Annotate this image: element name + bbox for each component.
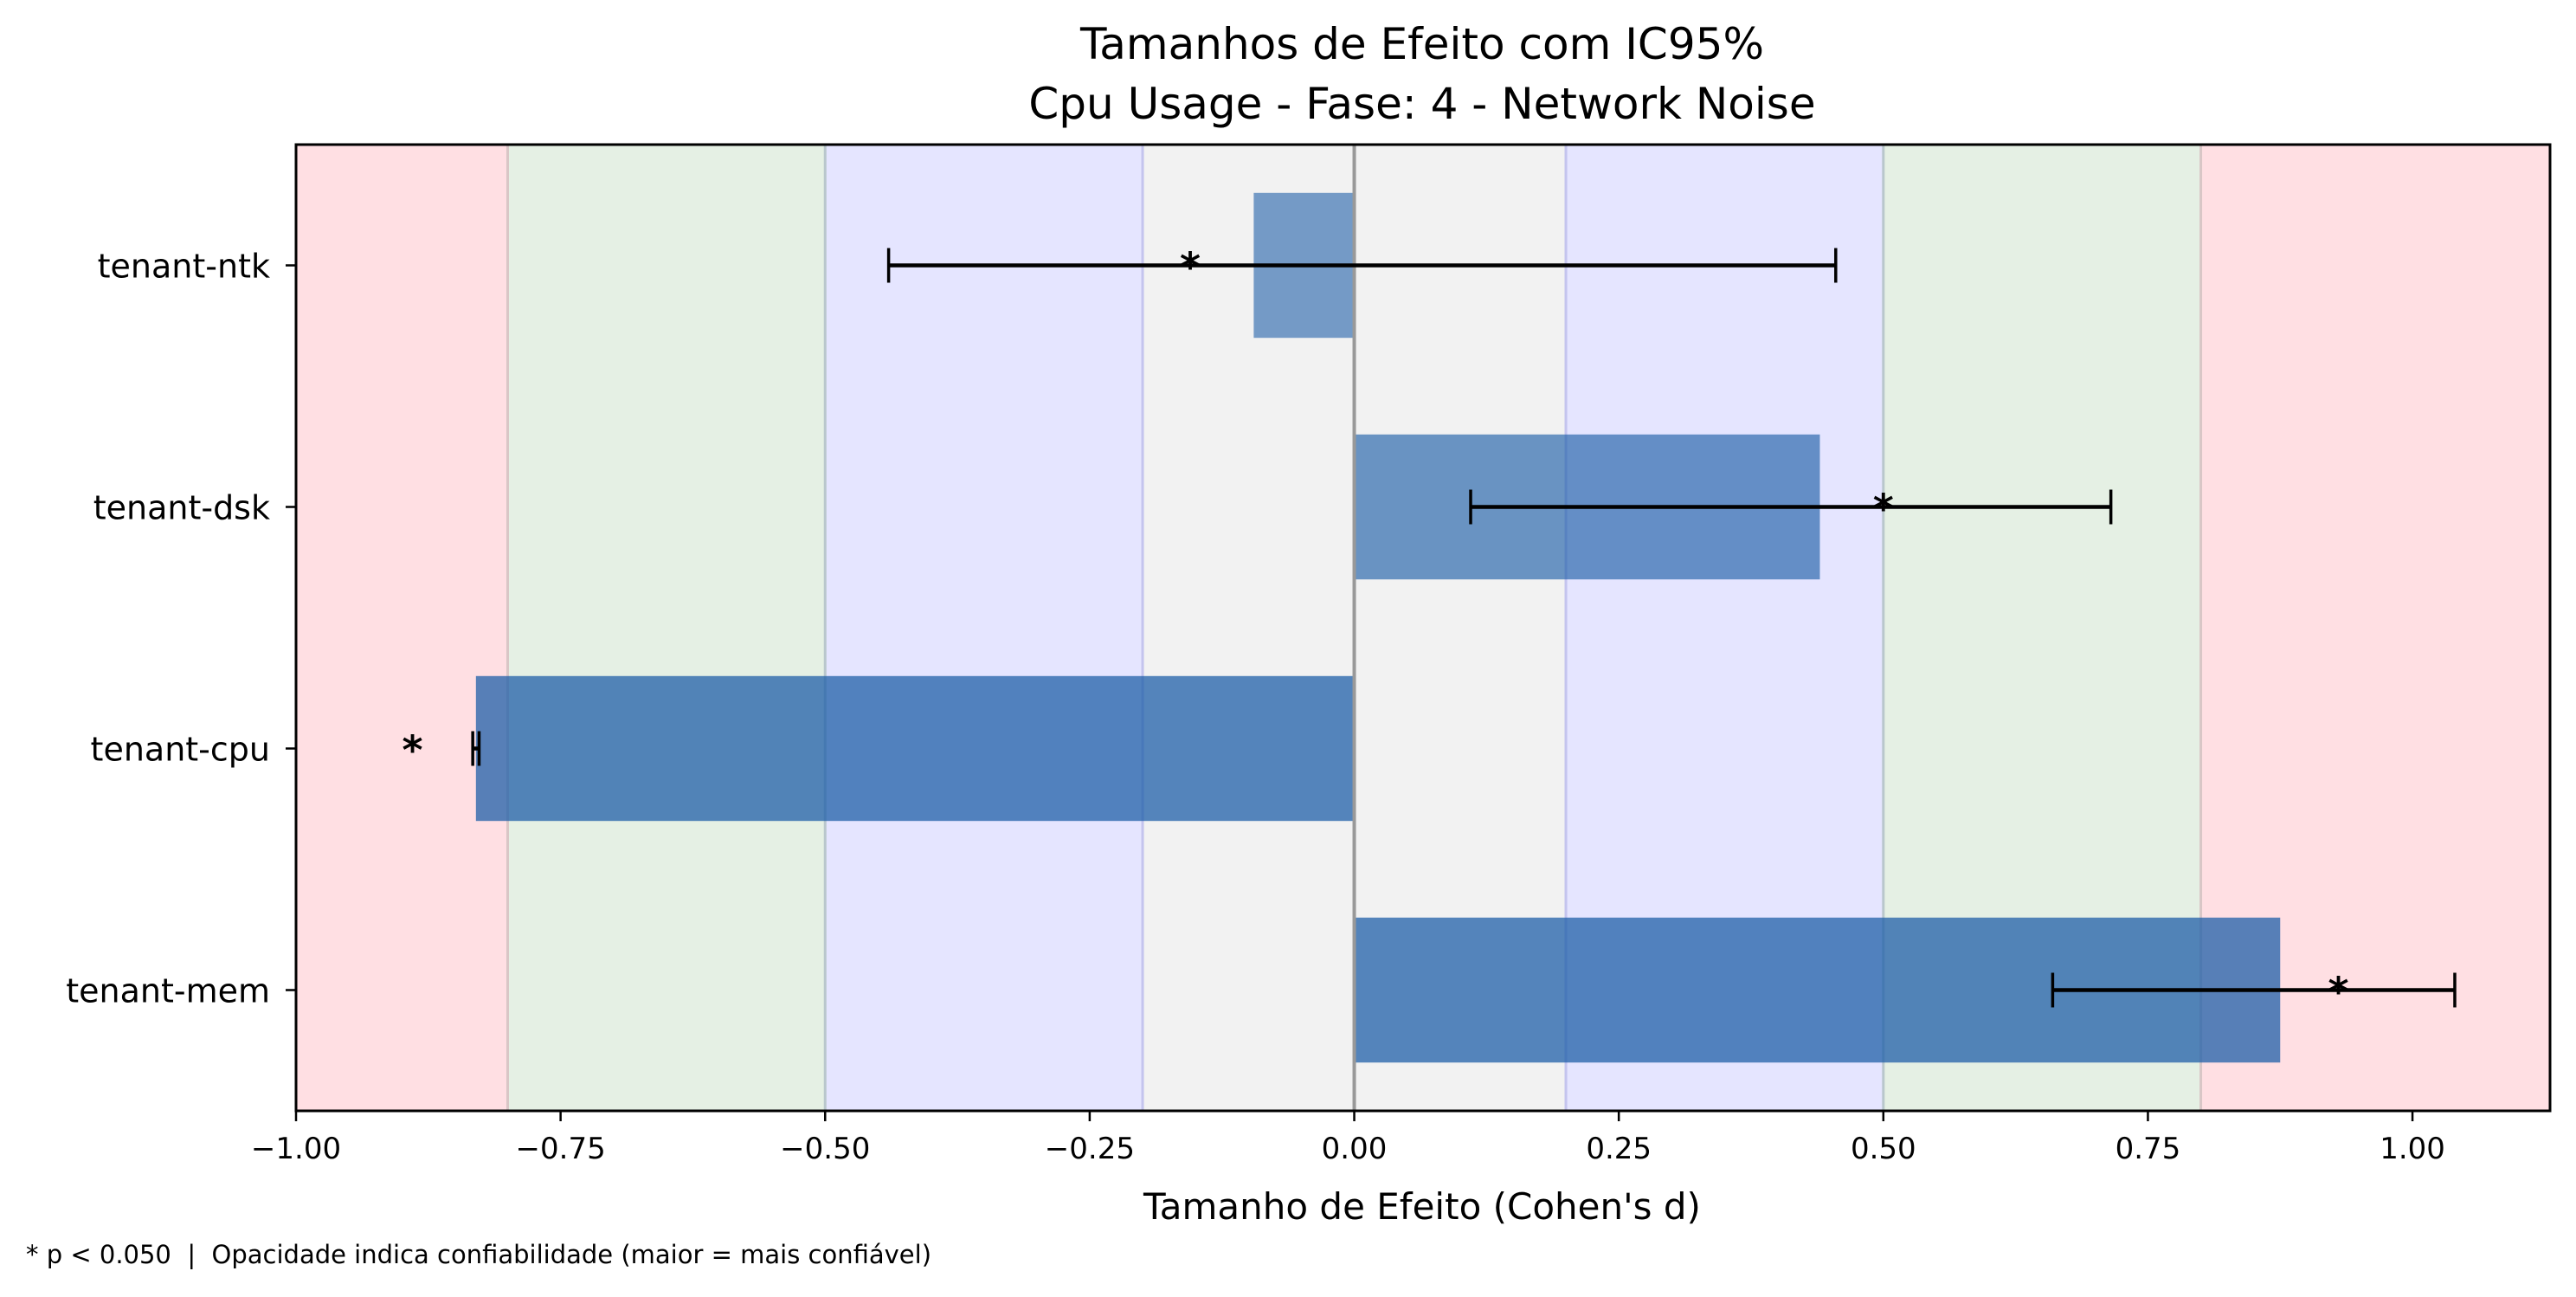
chart-title-line1: Tamanhos de Efeito com IC95% <box>1079 19 1764 69</box>
x-axis-label: Tamanho de Efeito (Cohen's d) <box>1143 1185 1701 1228</box>
x-tick-label: 1.00 <box>2380 1132 2445 1166</box>
significance-marker: * <box>1180 244 1201 291</box>
significance-marker: * <box>402 727 422 774</box>
x-tick-label: 0.75 <box>2116 1132 2181 1166</box>
background-band <box>296 145 508 1111</box>
footnote: * p < 0.050 | Opacidade indica confiabil… <box>26 1240 932 1269</box>
y-tick-label: tenant-cpu <box>91 731 270 769</box>
plot-frame <box>294 143 2552 1113</box>
effect-bar <box>475 675 1355 822</box>
y-tick-label: tenant-mem <box>66 972 270 1010</box>
y-tick-label: tenant-dsk <box>93 489 270 527</box>
x-tick-label: 0.25 <box>1586 1132 1652 1166</box>
plot-area: * * * * tenant-ntk tenant-dsk tenant-cpu tenant… <box>66 143 2552 1166</box>
x-tick-label: 0.50 <box>1851 1132 1916 1166</box>
x-tick-label: −0.25 <box>1045 1132 1135 1166</box>
background-band <box>507 145 826 1111</box>
x-tick-label: −0.50 <box>780 1132 870 1166</box>
x-tick-label: 0.00 <box>1322 1132 1388 1166</box>
x-tick-label: −0.75 <box>516 1132 606 1166</box>
significance-marker: * <box>1873 486 1894 532</box>
significance-marker: * <box>2328 969 2348 1016</box>
x-tick-label: −1.00 <box>251 1132 341 1166</box>
chart-title-line2: Cpu Usage - Fase: 4 - Network Noise <box>1028 79 1815 129</box>
y-tick-label: tenant-ntk <box>98 248 270 286</box>
background-band <box>825 145 1143 1111</box>
